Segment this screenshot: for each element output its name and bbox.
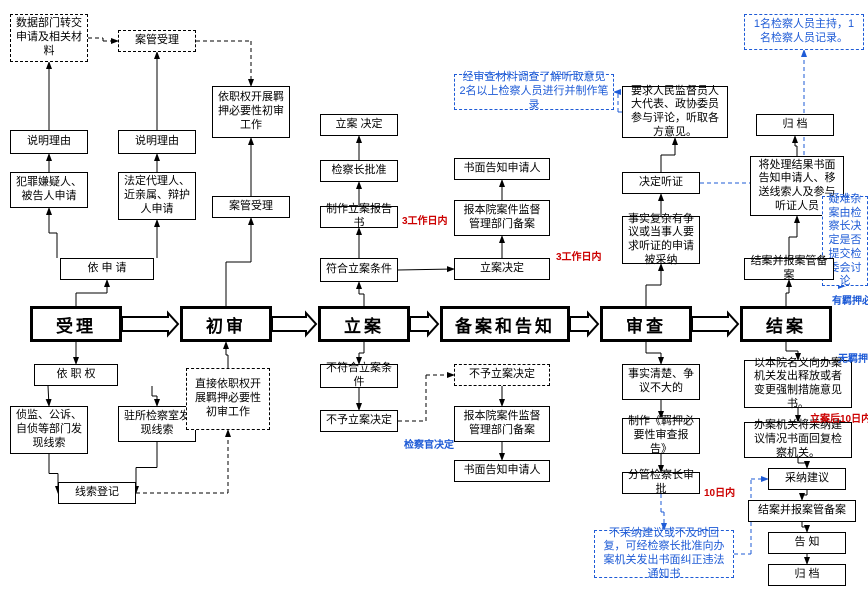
node-b_case_mgmt2: 案管受理 [212,196,290,218]
node-b_inform: 告 知 [768,532,846,554]
node-b_adopt: 采纳建议 [768,468,846,490]
node-b_no_file_dec: 不予立案决定 [320,410,398,432]
phase-p1: 受理 [30,306,122,342]
phase-p2: 初审 [180,306,272,342]
node-b_clue_reg: 线索登记 [58,482,136,504]
node-b_no_file_dec2: 不予立案决定 [454,364,550,386]
phase-p4: 备案和告知 [440,306,570,342]
note: 立案后10日内 [810,410,868,425]
node-b_by_apply: 依 申 请 [60,258,154,280]
node-b_close_archive: 结案并报案管备案 [744,258,834,280]
node-b_notify_app2: 书面告知申请人 [454,460,550,482]
note: 有羁押必要 [832,292,868,307]
connector-layer [0,0,868,605]
node-b_issue_op: 以本院名义向办案机关发出释放或者变更强制措施意见书。 [744,360,852,408]
node-b_req_sup: 要求人民监督员人大代表、政协委员参与评论，听取各方意见。 [622,86,728,138]
note: 无羁押必要 [838,350,868,365]
node-b_review_mat: 经审查材料调查了解听取意见 2名以上检察人员进行并制作笔录 [454,74,614,110]
node-b_case_mgmt1: 案管受理 [118,30,196,52]
node-b_legal_rep: 法定代理人、近亲属、辩护人申请 [118,172,196,220]
node-b_dept_find: 侦监、公诉、自侦等部门发现线索 [10,406,88,454]
node-b_decide_file: 立案 决定 [320,114,398,136]
node-b_host: 1名检察人员主持，1名检察人员记录。 [744,14,864,50]
node-b_by_duty: 依 职 权 [34,364,118,386]
node-b_not_meet: 不符合立案条件 [320,364,398,388]
node-b_meet_cond: 符合立案条件 [320,258,398,282]
node-b_open_initial: 依职权开展羁押必要性初审工作 [212,86,290,138]
node-b_suspect: 犯罪嫌疑人、被告人申请 [10,172,88,208]
note: 10日内 [704,484,735,499]
phase-p6: 结案 [740,306,832,342]
node-b_close_arch2: 结案并报案管备案 [748,500,856,522]
node-b_report_sup1: 报本院案件监督管理部门备案 [454,200,550,236]
node-b_data_transfer: 数据部门转交申请及相关材料 [10,14,88,62]
node-b_complex: 事实复杂有争议或当事人要求听证的申请被采纳 [622,216,700,264]
node-b_file_report: 制作立案报告书 [320,206,398,228]
node-b_explain1: 说明理由 [10,130,88,154]
node-b_deputy_approve: 分管检察长审批 [622,472,700,494]
node-b_chief_approve: 检察长批准 [320,160,398,182]
node-b_station: 驻所检察室发现线索 [118,406,196,442]
note: 3工作日内 [556,248,602,263]
node-b_make_report: 制作《羁押必要性审查报告》 [622,418,700,454]
node-b_explain2: 说明理由 [118,130,196,154]
node-b_archive1: 归 档 [756,114,834,136]
node-b_file_dec: 立案决定 [454,258,550,280]
node-b_report_sup2: 报本院案件监督管理部门备案 [454,406,550,442]
flowchart-root: { "colors": { "border":"#000000", "blue"… [0,0,868,605]
note: 3工作日内 [402,212,448,227]
phase-p5: 审查 [600,306,692,342]
node-b_archive2: 归 档 [768,564,846,586]
node-b_no_adopt: 不采纳建议或不及时回复，可经检察长批准向办案机关发出书面纠正违法通知书 [594,530,734,578]
node-b_decide_hear: 决定听证 [622,172,700,194]
node-b_direct_initial: 直接依职权开展羁押必要性初审工作 [186,368,270,430]
node-b_notify_app1: 书面告知申请人 [454,158,550,180]
phase-p3: 立案 [318,306,410,342]
note: 检察官决定 [404,436,454,451]
node-b_reply: 办案机关将采纳建议情况书面回复检察机关。 [744,422,852,458]
node-b_clear: 事实清楚、争议不大的 [622,364,700,400]
